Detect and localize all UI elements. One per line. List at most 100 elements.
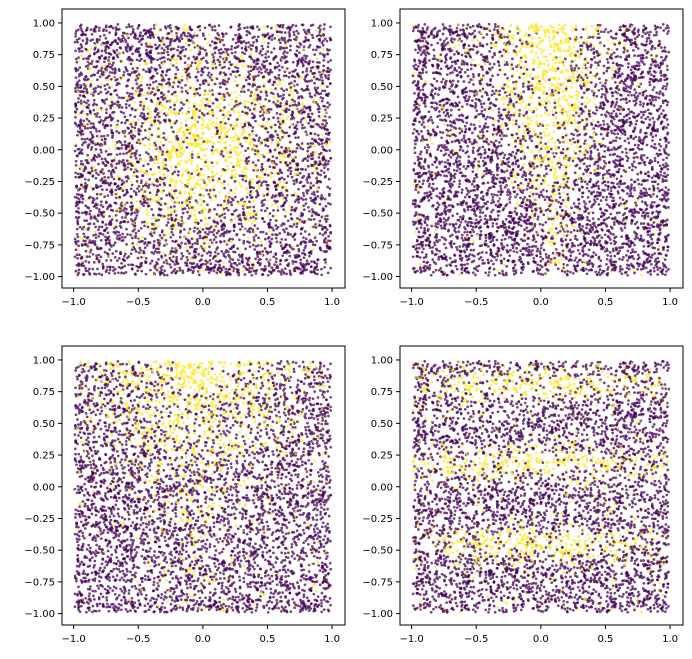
point-class-0 bbox=[249, 216, 253, 220]
point-class-0 bbox=[213, 51, 217, 55]
point-class-0 bbox=[323, 265, 326, 269]
point-class-0 bbox=[222, 232, 226, 236]
point-class-1 bbox=[189, 128, 192, 131]
point-class-0 bbox=[205, 227, 208, 230]
point-class-1 bbox=[178, 219, 182, 222]
point-class-0 bbox=[122, 209, 126, 212]
point-class-0 bbox=[108, 65, 112, 69]
point-class-0 bbox=[86, 146, 90, 149]
point-class-1 bbox=[247, 100, 250, 104]
point-class-0 bbox=[297, 101, 301, 105]
point-class-0 bbox=[122, 111, 125, 115]
point-class-1 bbox=[281, 58, 284, 62]
point-class-0 bbox=[304, 168, 308, 171]
point-class-0 bbox=[129, 194, 132, 198]
point-class-0 bbox=[275, 240, 279, 244]
point-class-0 bbox=[178, 235, 182, 239]
point-class-0 bbox=[104, 87, 107, 91]
point-class-0 bbox=[180, 241, 184, 245]
point-class-0 bbox=[244, 149, 247, 153]
point-class-1 bbox=[189, 212, 193, 215]
point-class-0 bbox=[260, 208, 263, 212]
point-class-0 bbox=[168, 263, 172, 266]
point-class-1 bbox=[249, 213, 253, 216]
point-class-0 bbox=[100, 177, 104, 180]
point-class-0 bbox=[135, 82, 139, 86]
point-class-0 bbox=[99, 90, 103, 94]
point-class-0 bbox=[323, 127, 327, 131]
point-class-1 bbox=[192, 207, 196, 210]
point-class-1 bbox=[239, 122, 243, 126]
point-class-0 bbox=[124, 216, 127, 219]
point-class-0 bbox=[312, 118, 316, 122]
point-class-0 bbox=[320, 215, 324, 219]
point-class-0 bbox=[256, 255, 260, 259]
point-class-0 bbox=[289, 86, 293, 89]
point-class-1 bbox=[129, 180, 133, 183]
point-class-0 bbox=[238, 262, 241, 266]
point-class-0 bbox=[122, 96, 126, 100]
point-class-0 bbox=[187, 267, 190, 271]
point-class-0 bbox=[226, 270, 229, 274]
point-class-0 bbox=[273, 37, 277, 40]
point-class-1 bbox=[159, 110, 162, 114]
point-class-1 bbox=[114, 147, 118, 151]
point-class-0 bbox=[234, 65, 237, 69]
point-class-1 bbox=[221, 108, 225, 112]
point-class-0 bbox=[327, 77, 330, 81]
point-class-1 bbox=[145, 188, 148, 192]
point-class-0 bbox=[118, 195, 122, 199]
point-class-0 bbox=[301, 64, 305, 68]
point-class-1 bbox=[252, 199, 256, 203]
point-class-0 bbox=[140, 179, 143, 182]
point-class-0 bbox=[144, 241, 147, 244]
point-class-0 bbox=[263, 220, 266, 224]
point-class-0 bbox=[198, 230, 201, 233]
point-class-0 bbox=[95, 25, 98, 29]
point-class-1 bbox=[168, 215, 171, 219]
point-class-1 bbox=[285, 117, 289, 121]
point-class-0 bbox=[316, 86, 320, 90]
point-class-0 bbox=[144, 260, 148, 264]
point-class-1 bbox=[153, 33, 157, 36]
point-class-0 bbox=[241, 207, 245, 211]
point-class-1 bbox=[80, 53, 83, 57]
point-class-0 bbox=[128, 46, 132, 49]
point-class-0 bbox=[197, 265, 201, 269]
point-class-1 bbox=[233, 217, 237, 220]
point-class-1 bbox=[315, 57, 319, 61]
point-class-0 bbox=[250, 267, 254, 270]
point-class-0 bbox=[76, 40, 79, 44]
point-class-0 bbox=[268, 262, 271, 266]
point-class-1 bbox=[306, 152, 309, 155]
point-class-0 bbox=[160, 271, 163, 275]
point-class-0 bbox=[134, 78, 138, 82]
point-class-0 bbox=[196, 92, 199, 95]
point-class-0 bbox=[256, 85, 260, 89]
point-class-0 bbox=[273, 123, 277, 127]
point-class-0 bbox=[258, 250, 262, 254]
point-class-0 bbox=[262, 84, 266, 88]
point-class-1 bbox=[146, 210, 150, 214]
point-class-0 bbox=[105, 91, 108, 95]
point-class-0 bbox=[75, 184, 79, 188]
point-class-0 bbox=[162, 136, 166, 140]
point-class-0 bbox=[243, 273, 247, 276]
point-class-0 bbox=[96, 267, 99, 271]
point-class-0 bbox=[221, 50, 225, 54]
point-class-0 bbox=[200, 112, 204, 115]
point-class-0 bbox=[320, 273, 324, 277]
point-class-0 bbox=[120, 266, 123, 270]
point-class-1 bbox=[221, 205, 225, 209]
point-class-0 bbox=[304, 130, 308, 134]
point-class-0 bbox=[295, 49, 299, 53]
point-class-0 bbox=[248, 77, 251, 81]
point-class-1 bbox=[77, 248, 80, 252]
point-class-0 bbox=[100, 157, 104, 161]
point-class-0 bbox=[150, 90, 154, 94]
point-class-1 bbox=[184, 160, 188, 163]
point-class-0 bbox=[106, 134, 110, 137]
point-class-1 bbox=[323, 84, 327, 88]
point-class-1 bbox=[227, 156, 231, 160]
point-class-0 bbox=[92, 28, 96, 31]
